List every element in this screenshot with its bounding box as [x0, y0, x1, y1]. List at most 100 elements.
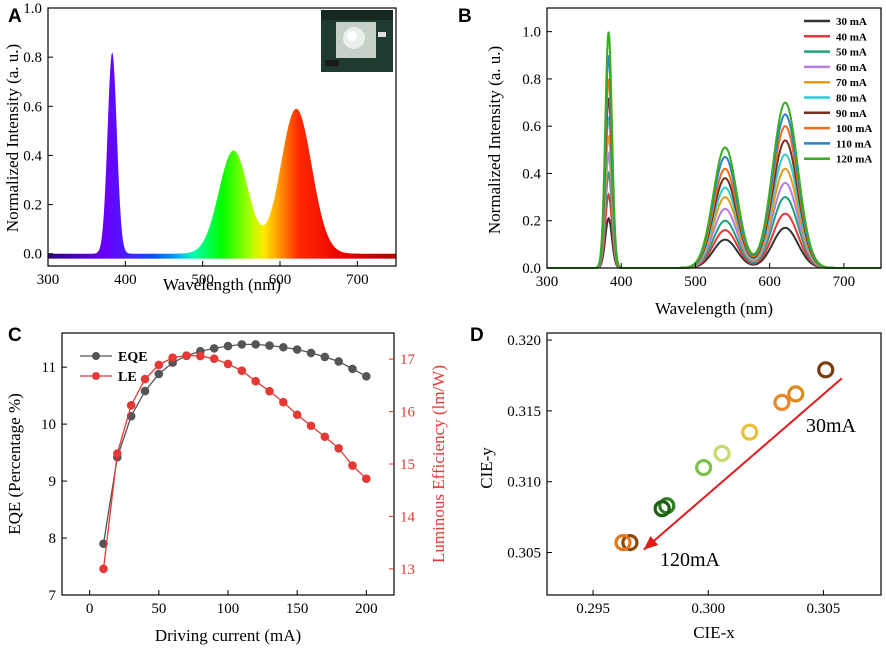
panel-b-axes: 300 400 500 600 700 0.0 0.2 0.4 0.6 0.8 1.0: [522, 25, 855, 290]
panel-c-xlabel: Driving current (mA): [155, 626, 301, 645]
marker-eqe: [306, 348, 316, 358]
marker-le: [320, 432, 330, 442]
panel-d-xlabel: CIE-x: [693, 623, 735, 642]
arrow-shaft: [643, 377, 843, 551]
panel-c-right-ytick-label: 15: [400, 457, 415, 473]
marker-le: [306, 421, 316, 431]
panel-b-ytick-label: 1.0: [522, 25, 541, 41]
panel-b-ytick-label: 0.2: [522, 214, 541, 230]
panel-c-xtick-label: 150: [286, 601, 309, 617]
panel-b-xtick-label: 500: [684, 274, 707, 290]
panel-d-ylabel: CIE-y: [477, 447, 496, 489]
panel-c-right-ytick-label: 16: [400, 405, 416, 421]
marker-le: [362, 474, 371, 483]
marker-eqe: [348, 364, 357, 374]
cie-point: [653, 500, 671, 518]
series-line-eqe: [102, 343, 367, 544]
marker-le: [348, 461, 357, 470]
panel-c-ytick-label: 9: [49, 474, 57, 490]
marker-le: [113, 449, 122, 458]
cie-point: [621, 533, 639, 552]
panel-d-frame: [546, 332, 882, 596]
panel-c-ylabel: EQE (Percentage %): [5, 393, 24, 535]
panel-b-letter: B: [458, 6, 472, 27]
panel-c-ytick-label: 11: [42, 360, 56, 376]
marker-eqe: [209, 344, 219, 353]
marker-le: [334, 443, 343, 453]
panel-c-ytick-label: 7: [49, 588, 57, 604]
legend-label: LE: [118, 370, 137, 385]
legend-label: 60 mA: [836, 62, 867, 74]
panel-b: B 300 400 500 600 700 0.0 0.2 0.4 0.6 0.8 1.0 30 m…: [458, 6, 882, 318]
panel-c-frame: [61, 332, 395, 596]
cie-point: [773, 393, 791, 411]
legend-marker: [92, 352, 100, 360]
panel-b-ytick-label: 0.6: [522, 119, 541, 135]
panel-b-frame: [546, 7, 882, 269]
panel-c-ytick-label: 8: [49, 531, 57, 547]
panel-d-ytick-label: 0.315: [507, 404, 541, 420]
panel-b-ylabel: Normalized Intensity (a. u.): [485, 46, 504, 234]
marker-le: [182, 351, 191, 360]
panel-c-xtick-label: 0: [86, 601, 94, 617]
legend-label: 30 mA: [836, 16, 867, 28]
panel-c-ytick-label: 10: [41, 417, 56, 433]
panel-b-series: [547, 31, 881, 269]
panel-d-axes: 0.295 0.300 0.305 0.305 0.310 0.315 0.320: [507, 333, 840, 617]
series-line-120mA: [547, 31, 881, 269]
arrow-head: [643, 535, 659, 550]
panel-b-legend: 30 mA 40 mA 50 mA 60 mA 70 mA 80 mA 90 mA 100 m…: [804, 16, 872, 166]
cie-point: [787, 385, 805, 403]
panel-a-xtick-label: 500: [191, 272, 214, 288]
panel-c-ylabel-right: Luminous Efficiency (lm/W): [429, 365, 448, 563]
cie-point: [713, 444, 731, 462]
marker-le: [251, 376, 260, 386]
panel-d-xtick-label: 0.295: [576, 601, 610, 617]
legend-marker: [92, 372, 100, 380]
annotation-120ma: 120mA: [660, 549, 721, 571]
panel-a-frame: [47, 7, 397, 267]
panel-c-right-ytick-label: 17: [400, 352, 416, 368]
panel-b-xtick-label: 400: [610, 274, 633, 290]
panel-d-ytick-label: 0.320: [507, 333, 541, 349]
marker-le: [223, 359, 233, 369]
marker-eqe: [292, 345, 302, 354]
panel-c-right-ytick-label: 14: [400, 509, 416, 525]
legend-label: 120 mA: [836, 154, 872, 166]
panel-c-series: [99, 340, 371, 574]
panel-c-legend: EQE LE: [80, 350, 148, 385]
marker-eqe: [237, 340, 247, 349]
panel-b-ytick-label: 0.4: [522, 166, 541, 182]
panel-a-xtick-label: 400: [114, 272, 137, 288]
cie-point: [817, 361, 835, 379]
panel-a-ytick-label: 0.6: [23, 99, 42, 115]
marker-eqe: [362, 371, 371, 381]
panel-a-ytick-label: 0.4: [23, 148, 42, 164]
marker-le: [237, 366, 247, 376]
marker-eqe: [154, 369, 164, 379]
legend-label: 40 mA: [836, 31, 867, 43]
marker-eqe: [334, 357, 343, 366]
marker-eqe: [223, 341, 233, 351]
panel-a-ylabel: Normalized Intensity (a. u.): [3, 44, 22, 232]
panel-d-xtick-label: 0.305: [807, 601, 841, 617]
panel-a-axes: 300 400 500 600 700 0.0 0.2 0.4 0.6 0.8 1.0: [23, 1, 368, 288]
marker-eqe: [99, 539, 108, 549]
marker-le: [168, 353, 177, 362]
legend-label: 100 mA: [836, 123, 872, 135]
marker-le: [265, 386, 274, 396]
marker-le: [292, 410, 302, 420]
cie-point: [695, 458, 713, 477]
panel-a-xtick-label: 300: [37, 272, 60, 288]
cie-point: [614, 533, 632, 552]
panel-c-axes: 0 50 100 150 200 7 8 9 10 11 13 14 15 16 17: [41, 352, 416, 617]
legend-label: 110 mA: [836, 138, 872, 150]
marker-le: [209, 354, 219, 363]
panel-a-ytick-label: 0.0: [23, 247, 42, 263]
panel-a-xlabel: Wavelength (nm): [163, 275, 281, 294]
legend-label: 70 mA: [836, 77, 867, 89]
led-photo-inset: [321, 10, 393, 72]
spectrum-area: [48, 52, 396, 259]
marker-le: [99, 564, 108, 574]
